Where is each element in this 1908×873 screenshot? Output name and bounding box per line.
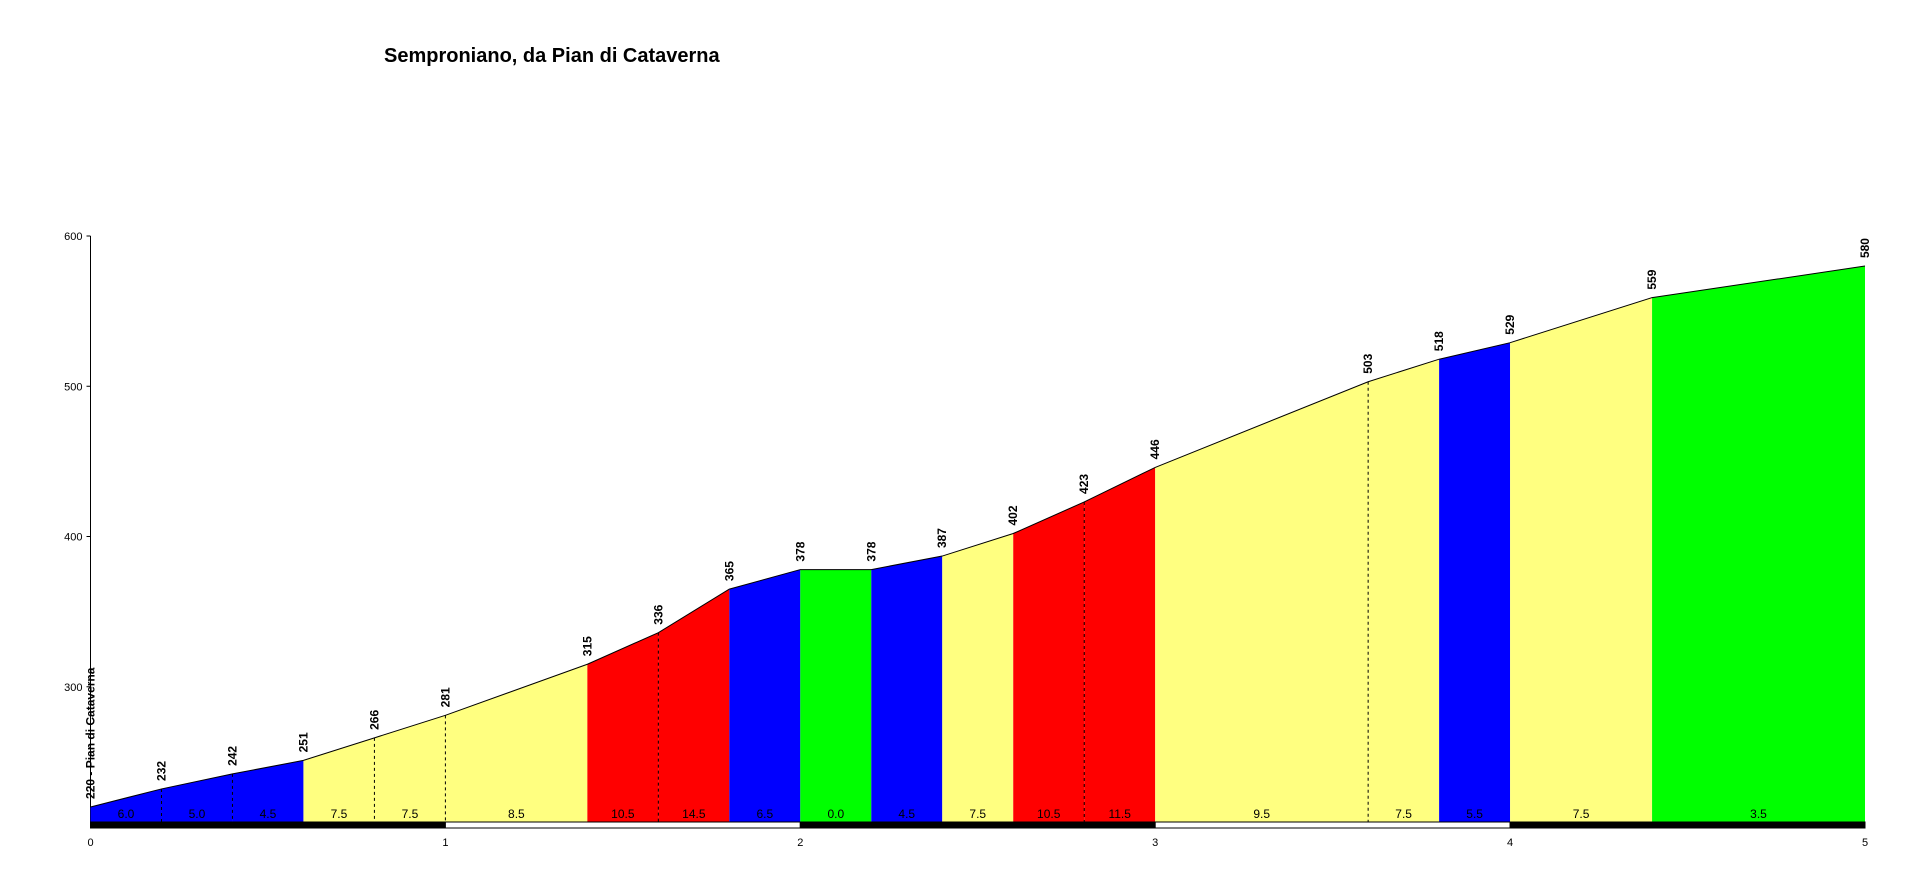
point-label: 220 - Pian di Cataverna	[84, 667, 98, 799]
point-label: 580	[1858, 238, 1872, 258]
km-strip	[90, 821, 446, 829]
x-tick-label: 4	[1507, 837, 1513, 849]
segment	[800, 569, 872, 822]
point-label: 266	[367, 710, 381, 730]
x-tick-label: 5	[1862, 837, 1868, 849]
segment	[303, 737, 375, 822]
point-label: 251	[296, 732, 310, 752]
point-label: 529	[1503, 314, 1517, 334]
km-strip	[1154, 821, 1511, 829]
segment	[90, 788, 162, 822]
segment	[161, 773, 233, 822]
segment	[1439, 342, 1511, 822]
segment	[1510, 297, 1653, 823]
gradient-label: 9.5	[1253, 807, 1270, 821]
gradient-label: 14.5	[682, 807, 706, 821]
point-label: 378	[793, 541, 807, 561]
point-label: 446	[1148, 439, 1162, 459]
segment	[445, 664, 588, 822]
segment	[1155, 381, 1369, 822]
point-label: 423	[1077, 474, 1091, 494]
gradient-label: 7.5	[1395, 807, 1412, 821]
gradient-label: 11.5	[1108, 807, 1131, 821]
y-tick-label: 400	[64, 532, 82, 544]
gradient-label: 6.0	[118, 807, 135, 821]
km-strip	[799, 821, 1156, 829]
y-tick-label: 500	[64, 381, 82, 393]
segment	[374, 715, 446, 822]
point-label: 365	[722, 561, 736, 581]
gradient-label: 5.5	[1466, 807, 1483, 821]
segment	[1368, 359, 1440, 822]
gradient-label: 5.0	[189, 807, 206, 821]
km-strip	[1509, 821, 1866, 829]
x-tick-label: 0	[87, 837, 93, 849]
point-label: 387	[935, 528, 949, 548]
gradient-label: 7.5	[969, 807, 986, 821]
gradient-label: 7.5	[402, 807, 419, 821]
gradient-label: 6.5	[756, 807, 773, 821]
point-label: 336	[651, 604, 665, 624]
segment	[729, 569, 801, 822]
gradient-label: 10.5	[1037, 807, 1061, 821]
gradient-label: 4.5	[260, 807, 277, 821]
point-label: 315	[580, 636, 594, 656]
point-label: 503	[1361, 353, 1375, 373]
point-label: 402	[1006, 505, 1020, 525]
point-label: 232	[154, 761, 168, 781]
point-label: 518	[1432, 331, 1446, 351]
x-tick-label: 3	[1152, 837, 1158, 849]
point-label: 281	[438, 687, 452, 707]
x-tick-label: 1	[442, 837, 448, 849]
gradient-label: 4.5	[898, 807, 915, 821]
y-tick-label: 600	[64, 231, 82, 243]
gradient-label: 8.5	[508, 807, 525, 821]
gradient-label: 7.5	[331, 807, 348, 821]
point-label: 378	[864, 541, 878, 561]
profile-line	[90, 265, 1866, 808]
gradient-label: 10.5	[611, 807, 635, 821]
segment	[942, 533, 1014, 822]
segment	[871, 556, 943, 822]
gradient-label: 3.5	[1750, 807, 1767, 821]
y-tick-label: 300	[64, 682, 82, 694]
point-label: 559	[1645, 269, 1659, 289]
gradient-label: 0.0	[827, 807, 844, 821]
segment	[1652, 266, 1865, 822]
segment	[1084, 467, 1156, 822]
segment	[232, 760, 304, 822]
segment	[1013, 501, 1085, 822]
x-tick-label: 2	[797, 837, 803, 849]
km-strip	[444, 821, 801, 829]
gradient-label: 7.5	[1573, 807, 1590, 821]
point-label: 242	[225, 746, 239, 766]
chart-title: Semproniano, da Pian di Cataverna	[384, 45, 721, 67]
segment	[658, 589, 730, 822]
segment	[587, 632, 659, 822]
